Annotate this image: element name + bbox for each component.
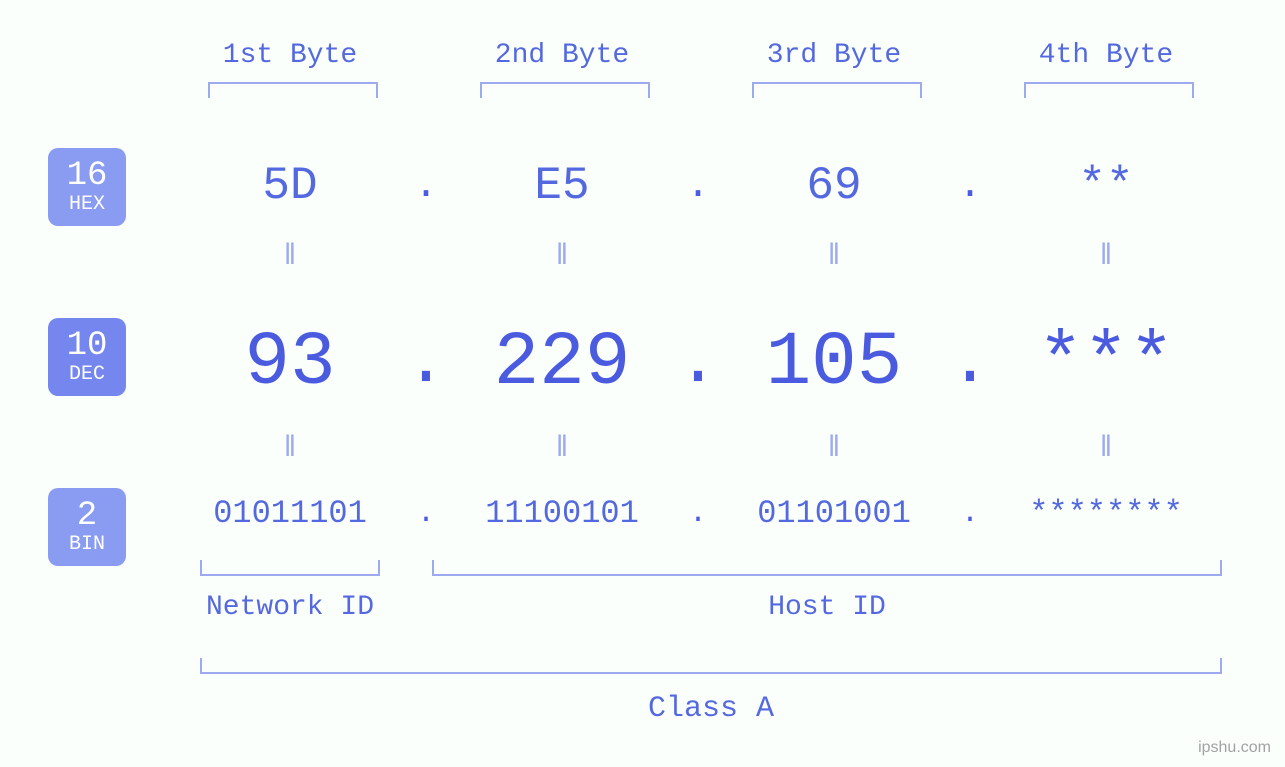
bin-dot-3: . [934,497,1006,531]
dec-byte-4: *** [1006,320,1206,406]
top-bracket-4 [1024,82,1194,98]
label-network-id: Network ID [200,592,380,623]
hex-dot-3: . [934,164,1006,209]
byte-label-4: 4th Byte [1006,40,1206,71]
hex-dot-2: . [662,164,734,209]
bracket-network [200,560,380,576]
eq-2-3: ǁ [734,432,934,466]
badge-hex-label: HEX [69,195,105,215]
eq-1-2: ǁ [462,240,662,274]
hex-dot-1: . [390,164,462,209]
eq-2-1: ǁ [190,432,390,466]
eq-2-4: ǁ [1006,432,1206,466]
badge-dec-label: DEC [69,365,105,385]
byte-label-1: 1st Byte [190,40,390,71]
eq-1-3: ǁ [734,240,934,274]
badge-hex-num: 16 [67,159,108,193]
bin-byte-4: ******** [1006,495,1206,532]
hex-byte-4: ** [1006,160,1206,212]
equals-row-2: ǁ ǁ ǁ ǁ [190,432,1240,466]
badge-bin-num: 2 [77,499,97,533]
eq-2-2: ǁ [462,432,662,466]
badge-bin: 2 BIN [48,488,126,566]
bracket-class [200,658,1222,674]
bin-byte-3: 01101001 [734,495,934,532]
dec-byte-2: 229 [462,320,662,406]
hex-row: 5D . E5 . 69 . ** [190,160,1240,212]
bin-byte-1: 01011101 [190,495,390,532]
hex-byte-1: 5D [190,160,390,212]
dec-dot-2: . [662,324,734,403]
top-bracket-3 [752,82,922,98]
equals-row-1: ǁ ǁ ǁ ǁ [190,240,1240,274]
dec-byte-1: 93 [190,320,390,406]
dec-dot-1: . [390,324,462,403]
bin-byte-2: 11100101 [462,495,662,532]
badge-dec-num: 10 [67,329,108,363]
label-host-id: Host ID [432,592,1222,623]
bin-dot-2: . [662,497,734,531]
top-bracket-1 [208,82,378,98]
bracket-host [432,560,1222,576]
eq-1-1: ǁ [190,240,390,274]
label-class: Class A [200,692,1222,726]
byte-labels-row: 1st Byte 2nd Byte 3rd Byte 4th Byte [190,40,1240,71]
badge-bin-label: BIN [69,535,105,555]
hex-byte-3: 69 [734,160,934,212]
byte-label-2: 2nd Byte [462,40,662,71]
byte-label-3: 3rd Byte [734,40,934,71]
badge-hex: 16 HEX [48,148,126,226]
eq-1-4: ǁ [1006,240,1206,274]
dec-dot-3: . [934,324,1006,403]
dec-byte-3: 105 [734,320,934,406]
bin-row: 01011101 . 11100101 . 01101001 . *******… [190,495,1240,532]
hex-byte-2: E5 [462,160,662,212]
top-bracket-2 [480,82,650,98]
watermark: ipshu.com [1198,739,1271,757]
dec-row: 93 . 229 . 105 . *** [190,320,1240,406]
badge-dec: 10 DEC [48,318,126,396]
bin-dot-1: . [390,497,462,531]
